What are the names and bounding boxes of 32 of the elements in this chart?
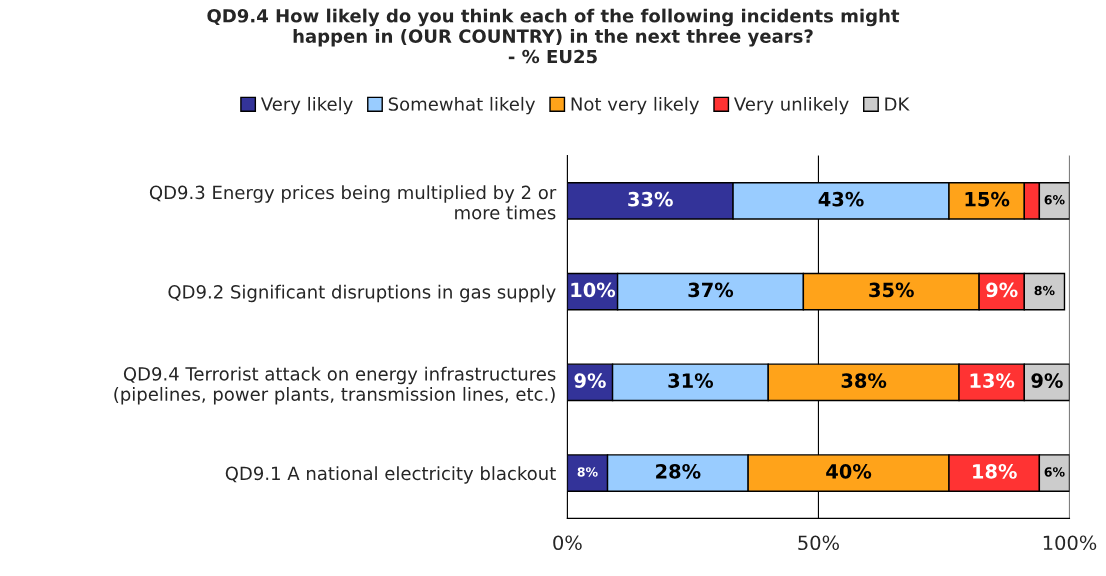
chart-title: QD9.4 How likely do you think each of the following incidents might happen in (OUR COUNTRY) in the next three years? - % EU25 bbox=[207, 8, 900, 64]
data-label: 6% bbox=[1044, 195, 1065, 205]
y-tick-label: QD9.4 Terrorist attack on energy infrastructures (pipelines, power plants, transmission lines, etc.) bbox=[114, 366, 556, 405]
legend-label: Very likely bbox=[260, 96, 353, 115]
legend-label: Very unlikely bbox=[733, 96, 849, 115]
data-label: 35% bbox=[869, 282, 914, 298]
y-tick-label: QD9.2 Significant disruptions in gas supply bbox=[168, 284, 556, 303]
data-label: 8% bbox=[1034, 285, 1055, 296]
x-tick-label: 100% bbox=[1043, 535, 1097, 551]
data-label: 38% bbox=[841, 373, 887, 388]
data-label: 6% bbox=[1044, 467, 1065, 477]
data-label: 8% bbox=[577, 467, 598, 477]
x-tick-label: 50% bbox=[798, 535, 839, 551]
data-label: 9% bbox=[574, 373, 606, 388]
data-label: 18% bbox=[973, 463, 1017, 479]
data-label: 15% bbox=[965, 191, 1010, 207]
legend-label: DK bbox=[885, 97, 910, 111]
x-tick-label: 0% bbox=[553, 535, 582, 551]
data-label: 43% bbox=[818, 191, 864, 207]
data-label: 40% bbox=[826, 463, 872, 479]
y-tick-label: QD9.1 A national electricity blackout bbox=[225, 466, 556, 484]
data-label: 9% bbox=[986, 282, 1018, 298]
data-label: 31% bbox=[668, 373, 714, 388]
data-label: 28% bbox=[656, 463, 701, 479]
legend-label: Somewhat likely bbox=[388, 96, 536, 115]
y-tick-label: QD9.3 Energy prices being multiplied by 2 or more times bbox=[149, 185, 557, 220]
data-label: 9% bbox=[1031, 373, 1063, 388]
data-label: 37% bbox=[688, 282, 734, 298]
legend-label: Not very likely bbox=[571, 96, 699, 115]
data-label: 10% bbox=[571, 282, 616, 298]
data-label: 13% bbox=[970, 373, 1015, 388]
data-label: 33% bbox=[628, 191, 673, 207]
